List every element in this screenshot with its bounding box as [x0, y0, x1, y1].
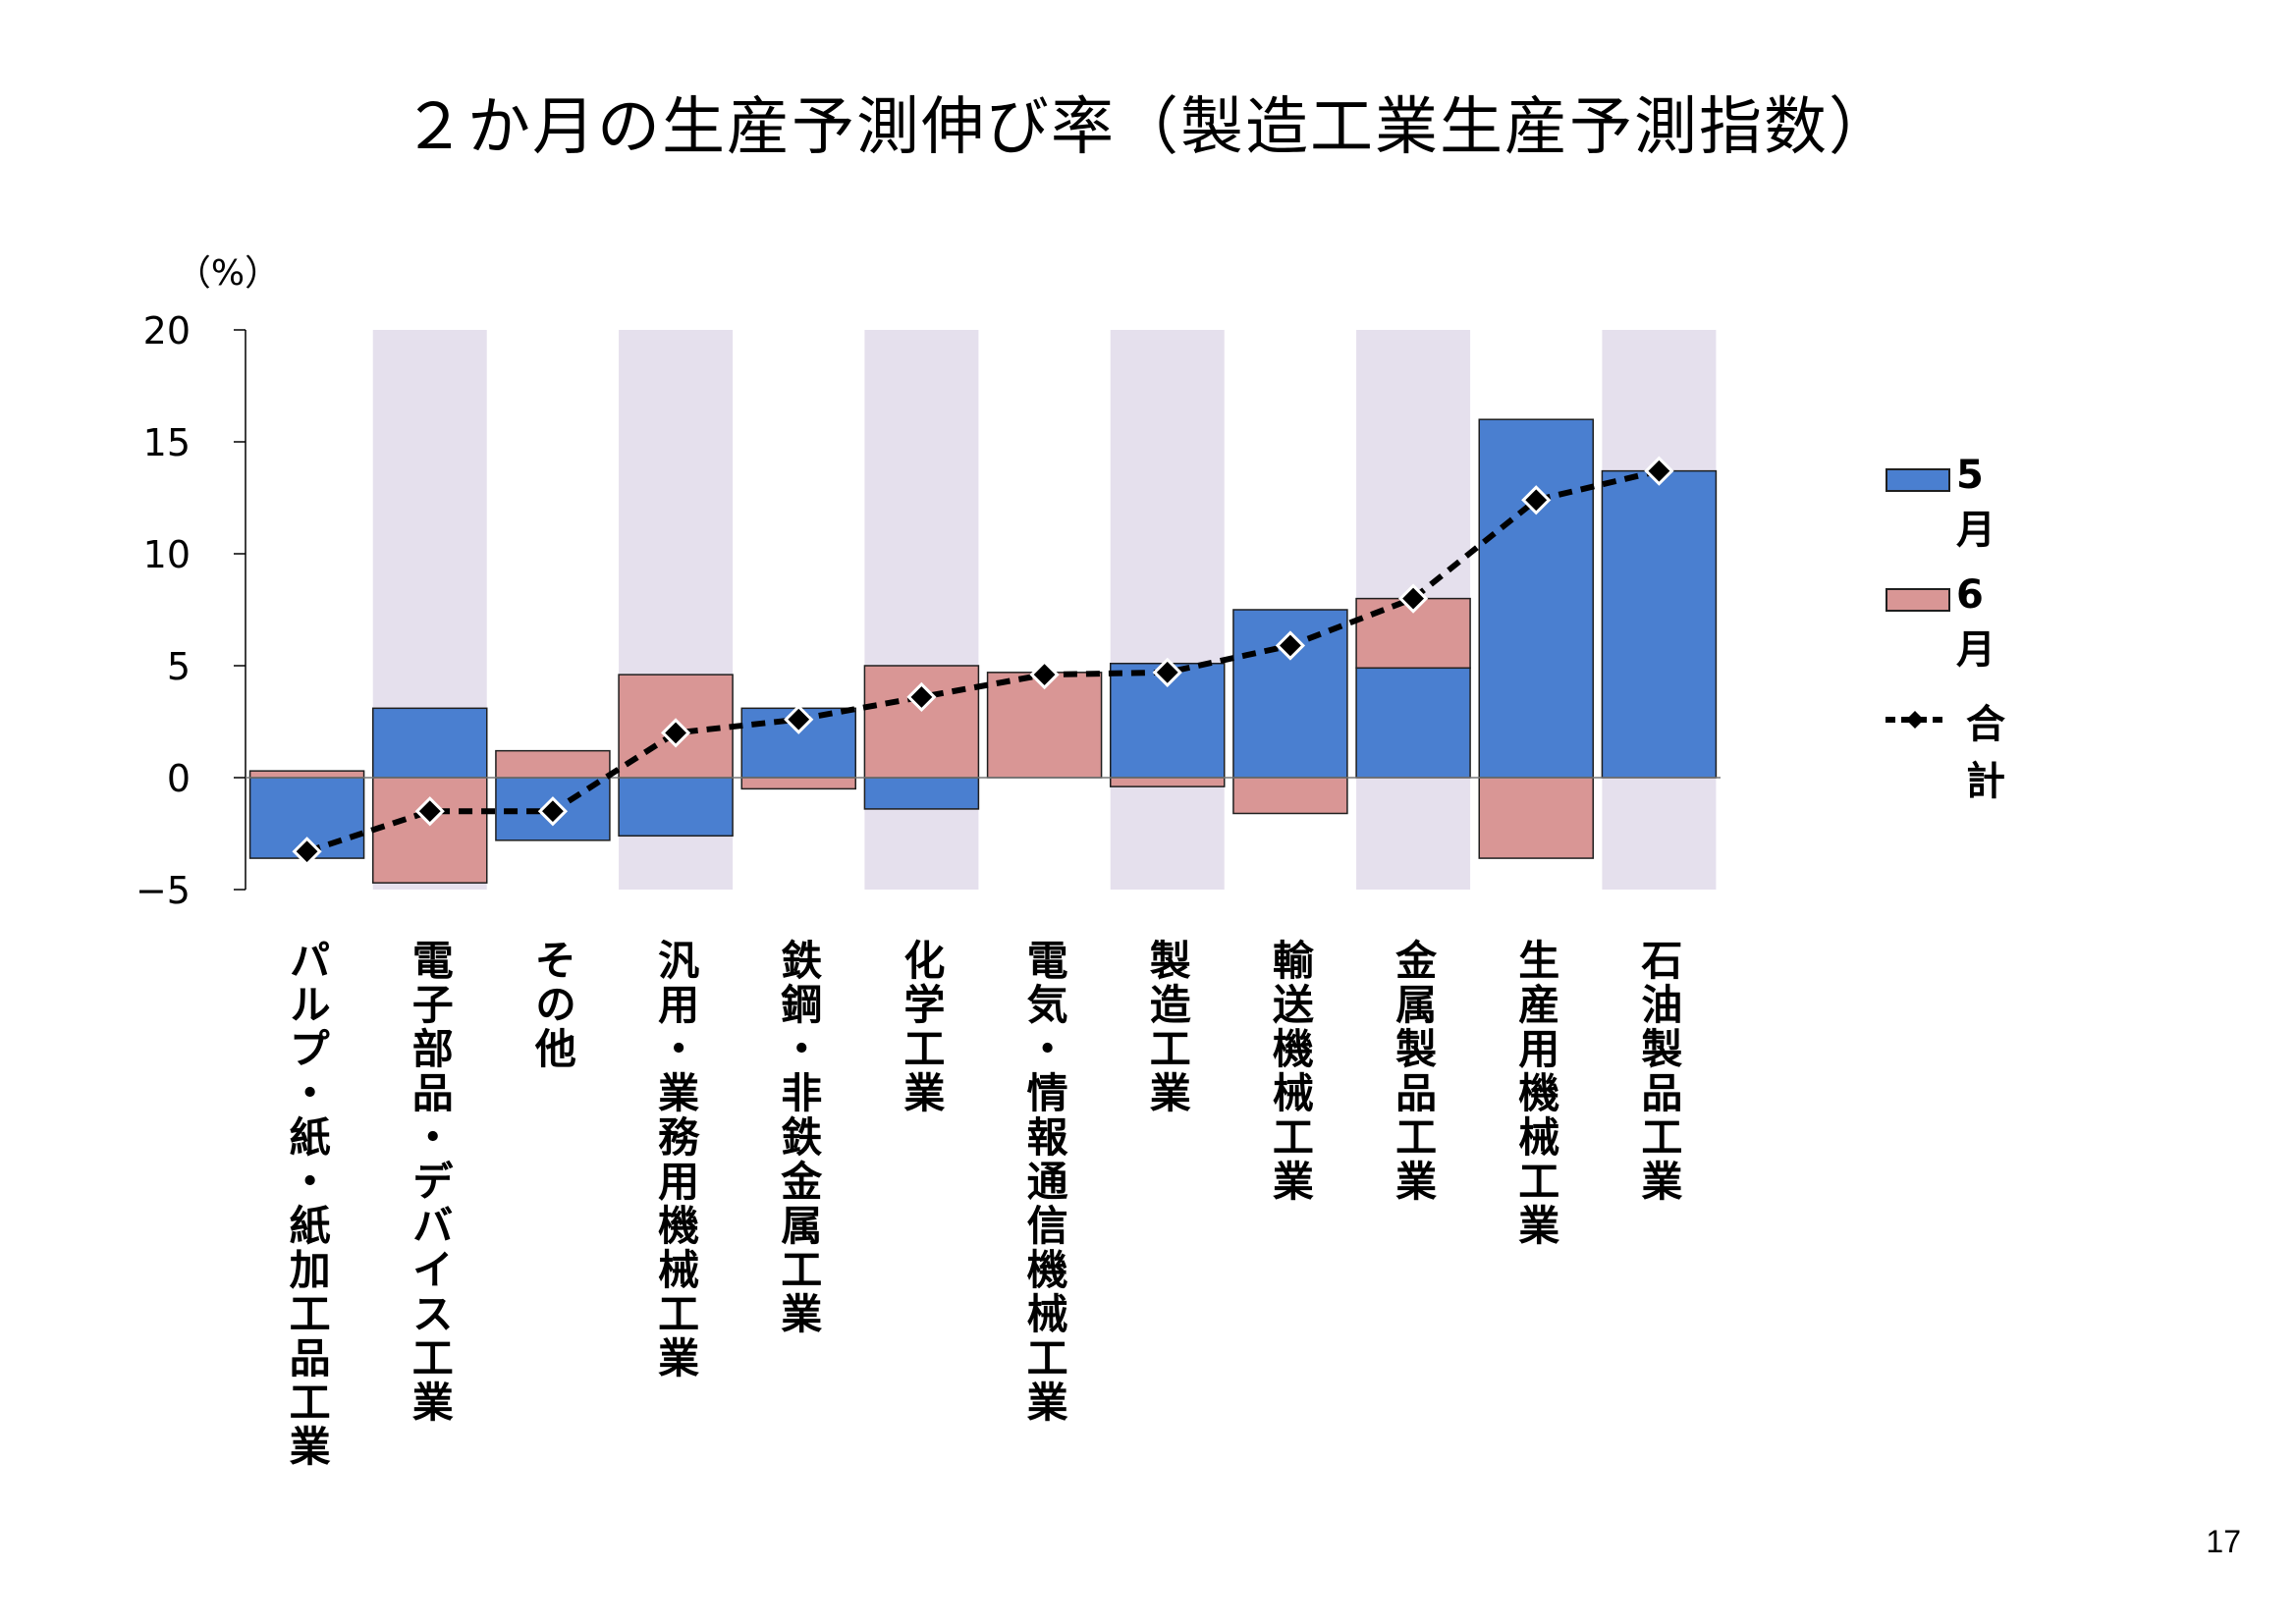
x-tick-label-5: 化学工業: [898, 939, 946, 1115]
point-total-0: [292, 837, 322, 867]
chart-title: ２か月の生産予測伸び率（製造工業生産予測指数）: [403, 91, 1893, 164]
x-tick-label-2: その他: [528, 939, 576, 1071]
bar-june-10: [1478, 777, 1594, 859]
point-total-10: [1521, 485, 1552, 515]
bar-june-7: [1110, 777, 1226, 787]
legend-label-may: 5月: [1956, 453, 1995, 553]
point-total-8: [1275, 630, 1306, 661]
point-total-1: [414, 796, 445, 827]
legend-label-total: 合計: [1966, 702, 2005, 804]
point-total-4: [784, 704, 814, 734]
page-number: 17: [2206, 1524, 2241, 1559]
bar-june-2: [495, 749, 611, 779]
point-total-3: [660, 718, 691, 748]
bar-may-10: [1478, 418, 1594, 779]
bar-may-5: [863, 777, 980, 810]
legend-swatch-june: [1886, 588, 1950, 612]
bar-may-9: [1355, 667, 1471, 779]
point-total-6: [1029, 659, 1060, 690]
bar-june-0: [248, 770, 365, 779]
y-tick-label-1: 0: [167, 757, 191, 800]
x-tick-label-9: 金属製品工業: [1390, 939, 1438, 1204]
x-tick-label-1: 電子部品・デバイス工業: [406, 939, 454, 1425]
point-total-5: [906, 681, 937, 713]
bar-may-3: [618, 777, 734, 838]
legend-label-june: 6月: [1956, 572, 1995, 673]
x-tick-label-11: 石油製品工業: [1635, 939, 1683, 1204]
point-total-11: [1644, 456, 1674, 486]
x-tick-label-0: パルプ・紙・紙加工品工業: [283, 939, 331, 1469]
bar-june-6: [986, 672, 1103, 779]
band-7: [1110, 330, 1225, 890]
bar-june-4: [740, 777, 856, 790]
bar-may-11: [1601, 469, 1718, 779]
y-tick-label-0: −5: [136, 869, 191, 912]
point-total-2: [537, 796, 569, 827]
x-tick-label-4: 鉄鋼・非鉄金属工業: [775, 939, 823, 1336]
y-tick-label-2: 5: [167, 645, 191, 688]
x-tick-label-10: 生産用機械工業: [1512, 939, 1560, 1248]
x-tick-label-3: 汎用・業務用機械工業: [652, 939, 700, 1380]
y-tick-label-3: 10: [143, 533, 191, 576]
point-total-7: [1152, 657, 1182, 687]
y-unit-label: （%）: [176, 253, 280, 294]
y-tick-label-4: 15: [143, 421, 191, 464]
bar-june-8: [1232, 777, 1348, 815]
bar-may-1: [372, 707, 488, 779]
x-tick-label-8: 輸送機械工業: [1266, 939, 1314, 1204]
x-tick-label-7: 製造工業: [1143, 939, 1191, 1115]
series-line-total: [305, 467, 1661, 855]
point-total-9: [1397, 583, 1429, 614]
bar-june-1: [372, 777, 488, 884]
legend-swatch-may: [1886, 468, 1950, 492]
y-tick-label-5: 20: [143, 309, 191, 352]
legend-line-total: [1886, 711, 1948, 729]
x-tick-label-6: 電気・情報通信機械工業: [1020, 939, 1068, 1425]
